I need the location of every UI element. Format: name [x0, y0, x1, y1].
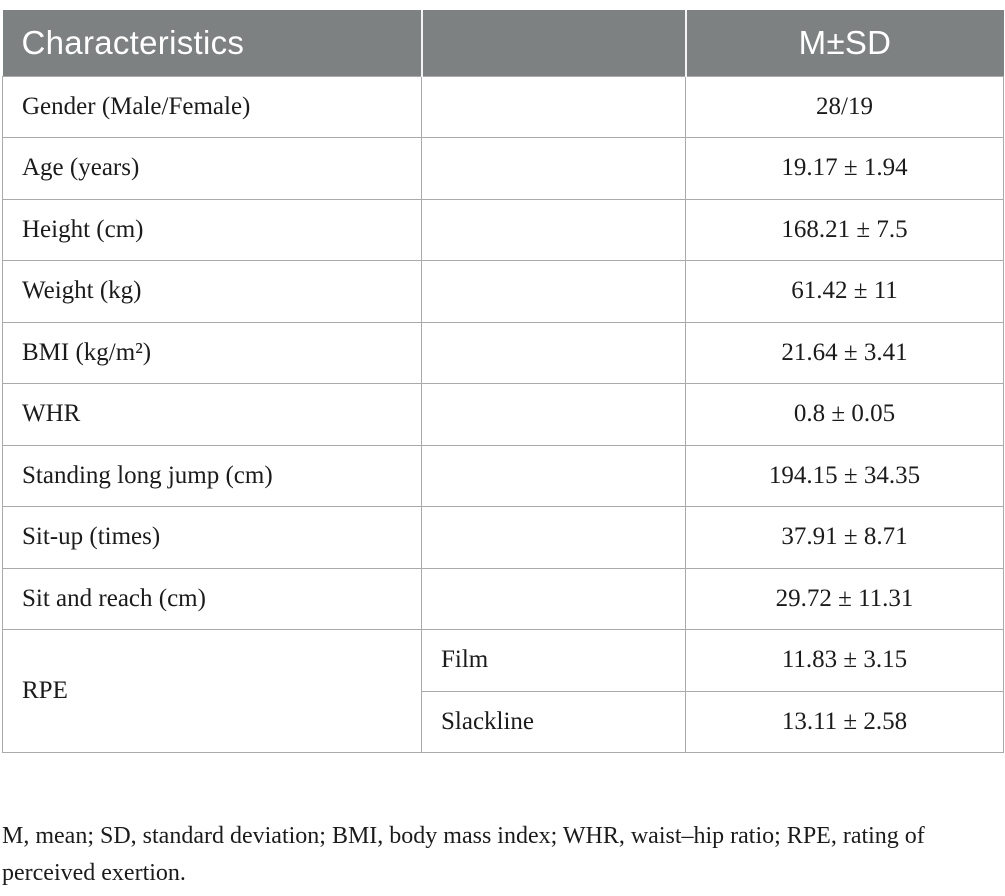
row-sub-cell [421, 137, 686, 200]
row-label-cell: BMI (kg/m²) [2, 321, 422, 384]
table-row-bmi: BMI (kg/m²) 21.64 ± 3.41 [2, 321, 1004, 384]
header-characteristics: Characteristics [2, 10, 422, 76]
row-sub-cell [421, 260, 686, 323]
row-value-cell: 29.72 ± 11.31 [685, 567, 1004, 630]
row-sub-cell: Film [421, 629, 686, 692]
row-sub-cell [421, 383, 686, 446]
row-label-cell: Standing long jump (cm) [2, 444, 422, 507]
row-value-cell: 13.11 ± 2.58 [685, 690, 1004, 753]
characteristics-table: Characteristics M±SD Gender (Male/Female… [2, 10, 1004, 753]
row-sub-cell [421, 506, 686, 569]
row-sub-cell: Slackline [421, 690, 686, 753]
row-value-cell: 194.15 ± 34.35 [685, 444, 1004, 507]
row-sub-cell [421, 321, 686, 384]
characteristics-table-wrap: Characteristics M±SD Gender (Male/Female… [2, 10, 1004, 753]
table-row-rpe-film: RPE Film 11.83 ± 3.15 [2, 629, 1004, 753]
header-msd: M±SD [684, 10, 1004, 76]
table-header-row: Characteristics M±SD [2, 10, 1004, 76]
row-value-cell: 37.91 ± 8.71 [685, 506, 1004, 569]
row-label-cell: Sit and reach (cm) [2, 567, 422, 630]
row-value-cell: 168.21 ± 7.5 [685, 198, 1004, 261]
row-value-cell: 21.64 ± 3.41 [685, 321, 1004, 384]
footnote: M, mean; SD, standard deviation; BMI, bo… [2, 823, 925, 886]
header-spacer [420, 10, 686, 76]
row-sub-cell [421, 567, 686, 630]
row-label-cell-rpe: RPE [2, 629, 422, 753]
row-value-cell: 28/19 [685, 75, 1004, 138]
row-value-cell: 61.42 ± 11 [685, 260, 1004, 323]
row-label-cell: Weight (kg) [2, 260, 422, 323]
table-row-gender: Gender (Male/Female) 28/19 [2, 75, 1004, 138]
row-value-cell: 0.8 ± 0.05 [685, 383, 1004, 446]
table-row-whr: WHR 0.8 ± 0.05 [2, 383, 1004, 446]
table-row-sit-and-reach: Sit and reach (cm) 29.72 ± 11.31 [2, 567, 1004, 630]
row-sub-cell [421, 444, 686, 507]
row-value-cell: 11.83 ± 3.15 [685, 629, 1004, 692]
row-label-cell: Height (cm) [2, 198, 422, 261]
row-value-cell: 19.17 ± 1.94 [685, 137, 1004, 200]
row-label-cell: Age (years) [2, 137, 422, 200]
table-row-weight: Weight (kg) 61.42 ± 11 [2, 260, 1004, 323]
table-row-standing-long-jump: Standing long jump (cm) 194.15 ± 34.35 [2, 444, 1004, 507]
row-label-cell: Sit-up (times) [2, 506, 422, 569]
row-label-cell: WHR [2, 383, 422, 446]
table-row-sit-up: Sit-up (times) 37.91 ± 8.71 [2, 506, 1004, 569]
row-sub-cell [421, 75, 686, 138]
table-row-rpe-slackline: Slackline 13.11 ± 2.58 [3, 690, 1004, 753]
table-row-age: Age (years) 19.17 ± 1.94 [2, 137, 1004, 200]
row-label-cell: Gender (Male/Female) [2, 75, 422, 138]
table-row-height: Height (cm) 168.21 ± 7.5 [2, 198, 1004, 261]
row-sub-cell [421, 198, 686, 261]
